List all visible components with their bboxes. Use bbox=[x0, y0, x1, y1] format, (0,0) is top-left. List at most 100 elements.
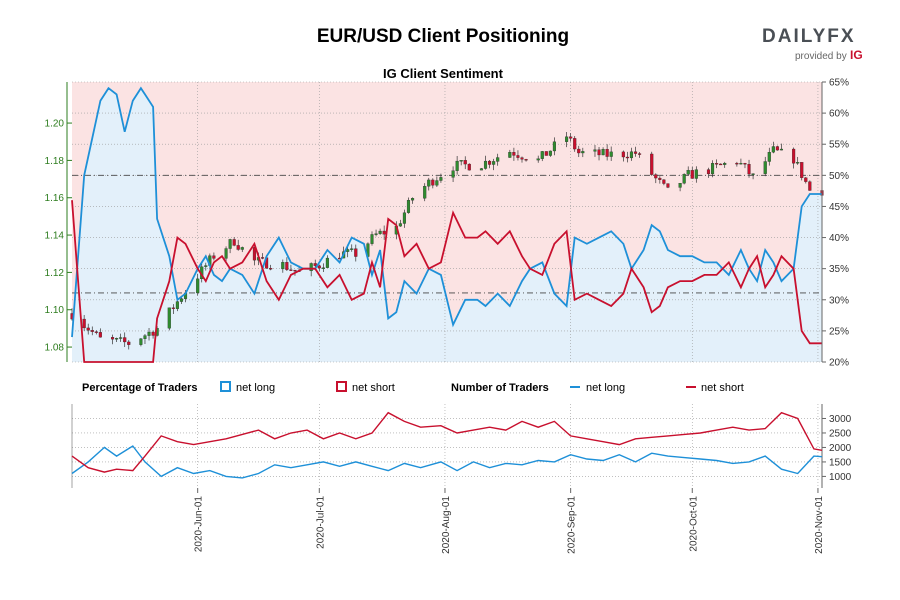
count-tick-label: 1000 bbox=[829, 472, 852, 483]
candle-up bbox=[601, 149, 605, 156]
candle-down bbox=[605, 149, 609, 157]
candle-down bbox=[775, 146, 779, 151]
candle-down bbox=[520, 157, 524, 160]
chart-subtitle: IG Client Sentiment bbox=[383, 66, 504, 81]
candle-up bbox=[378, 230, 382, 234]
candle-down bbox=[808, 181, 812, 191]
candle-down bbox=[86, 327, 90, 331]
candle-up bbox=[678, 183, 682, 188]
candle-down bbox=[792, 148, 796, 164]
candle-up bbox=[479, 168, 484, 171]
candle-up bbox=[423, 186, 427, 199]
candle-up bbox=[682, 174, 686, 184]
candle-down bbox=[463, 160, 467, 165]
candle-down bbox=[252, 247, 256, 261]
candle-down bbox=[597, 149, 601, 156]
x-tick-label: 2020-Jun-01 bbox=[194, 496, 205, 553]
candle-up bbox=[694, 169, 698, 179]
candle-down bbox=[650, 153, 654, 175]
candle-up bbox=[548, 150, 552, 156]
candle-up bbox=[204, 265, 208, 267]
candle-down bbox=[706, 169, 711, 175]
candle-down bbox=[317, 265, 321, 269]
net-short-pct-line bbox=[71, 200, 822, 363]
candle-up bbox=[751, 173, 755, 175]
candle-up bbox=[175, 301, 179, 309]
percent-tick-label: 35% bbox=[829, 264, 849, 275]
candle-up bbox=[710, 163, 715, 175]
price-tick-label: 1.20 bbox=[45, 119, 65, 130]
candle-up bbox=[508, 152, 512, 158]
count-tick-label: 3000 bbox=[829, 414, 852, 425]
candle-up bbox=[536, 158, 540, 161]
x-tick-label: 2020-Aug-01 bbox=[441, 496, 452, 554]
brand-ig: IG bbox=[850, 48, 863, 62]
candle-down bbox=[638, 153, 642, 155]
candle-up bbox=[629, 151, 634, 159]
legend-short-swatch bbox=[336, 381, 347, 392]
candle-up bbox=[609, 151, 613, 157]
count-tick-label: 2000 bbox=[829, 443, 852, 454]
candle-up bbox=[402, 212, 406, 224]
candle-up bbox=[281, 262, 285, 270]
candle-up bbox=[581, 151, 585, 154]
price-tick-label: 1.12 bbox=[45, 268, 65, 279]
candle-up bbox=[435, 180, 439, 186]
candle-up bbox=[139, 338, 143, 345]
percent-tick-label: 25% bbox=[829, 326, 849, 337]
candle-down bbox=[662, 179, 666, 184]
price-tick-label: 1.08 bbox=[45, 343, 65, 354]
candle-up bbox=[796, 162, 800, 164]
candle-up bbox=[451, 170, 455, 178]
x-tick-label: 2020-Oct-01 bbox=[688, 496, 699, 552]
candle-up bbox=[370, 234, 374, 244]
candle-up bbox=[350, 248, 354, 250]
legend-count-short-label: net short bbox=[701, 382, 744, 394]
candle-down bbox=[289, 269, 293, 271]
candle-up bbox=[427, 179, 431, 187]
candle-down bbox=[747, 164, 751, 175]
x-tick-label: 2020-Nov-01 bbox=[814, 496, 825, 554]
candle-down bbox=[715, 163, 719, 165]
candle-down bbox=[719, 163, 723, 166]
candle-down bbox=[171, 307, 175, 309]
candle-down bbox=[236, 245, 240, 250]
candle-up bbox=[147, 331, 151, 336]
legend-percentage-label: Percentage of Traders bbox=[82, 382, 198, 394]
legend-long-swatch bbox=[220, 381, 231, 392]
candle-down bbox=[666, 183, 670, 188]
number-panel: 1000 1500 2000 2500 3000 bbox=[71, 404, 852, 488]
percent-tick-label: 45% bbox=[829, 202, 849, 213]
candle-up bbox=[492, 161, 496, 165]
candle-down bbox=[151, 331, 155, 336]
candle-up bbox=[439, 177, 443, 181]
brand-name: DAILYFX bbox=[762, 26, 856, 47]
candle-down bbox=[232, 239, 236, 246]
candle-down bbox=[293, 269, 297, 272]
legend-short-label: net short bbox=[352, 382, 395, 394]
percent-tick-label: 60% bbox=[829, 109, 849, 120]
price-tick-label: 1.10 bbox=[45, 305, 65, 316]
candle-down bbox=[90, 330, 94, 332]
price-tick-label: 1.16 bbox=[45, 193, 65, 204]
candle-up bbox=[398, 223, 402, 227]
percent-tick-label: 30% bbox=[829, 295, 849, 306]
candle-up bbox=[325, 257, 329, 268]
candle-up bbox=[686, 170, 690, 175]
candle-down bbox=[269, 268, 273, 270]
candle-down bbox=[123, 337, 127, 343]
candle-up bbox=[224, 248, 228, 259]
candle-down bbox=[82, 318, 86, 329]
candle-up bbox=[119, 337, 123, 339]
net-long-count-line bbox=[71, 445, 823, 479]
x-tick-label: 2020-Jul-01 bbox=[315, 496, 326, 549]
candle-up bbox=[779, 148, 784, 151]
candle-down bbox=[633, 151, 638, 154]
candle-down bbox=[313, 263, 317, 266]
candle-down bbox=[431, 179, 435, 186]
candle-up bbox=[179, 298, 184, 302]
candle-down bbox=[625, 156, 629, 159]
candle-down bbox=[654, 174, 658, 179]
candle-up bbox=[143, 335, 147, 339]
